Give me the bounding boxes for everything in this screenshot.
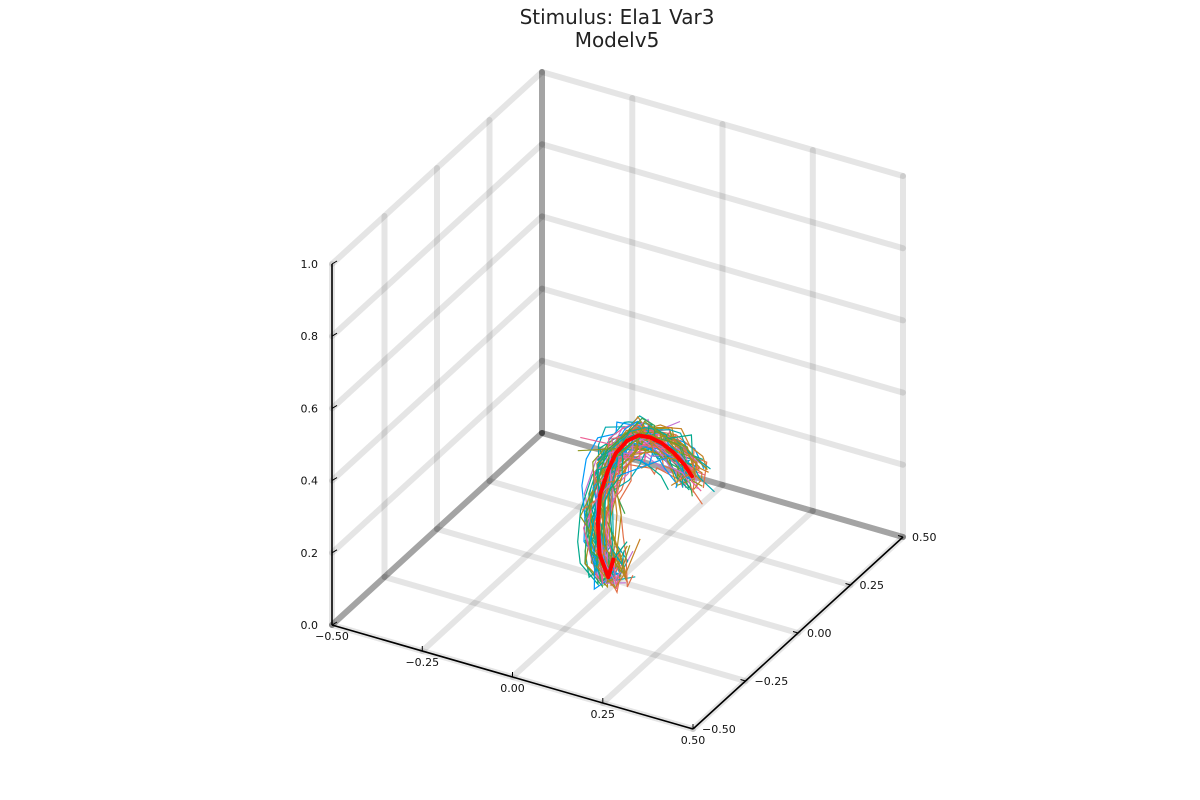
- grid-line-z-left: [329, 285, 545, 484]
- grid-line-z-back: [539, 285, 906, 396]
- z-tick-label: 0.2: [301, 547, 319, 560]
- grid-line-y-floor: [539, 430, 906, 540]
- grid-line-x-floor: [599, 508, 816, 706]
- y-tick-label: 0.50: [912, 531, 937, 544]
- grid-line-z-back: [539, 141, 906, 252]
- chart-title: Stimulus: Ela1 Var3: [520, 5, 715, 29]
- z-tick-label: 1.0: [301, 258, 319, 271]
- chart-subtitle: Modelv5: [575, 28, 660, 52]
- back-edge-left-floor: [329, 430, 545, 628]
- mean-trajectory: [595, 433, 694, 580]
- grid-line-z-back: [539, 213, 906, 324]
- trajectory-spike: [582, 496, 601, 511]
- grid-line-z-left: [329, 430, 545, 628]
- x-tick-label: 0.25: [591, 708, 616, 721]
- z-tick-label: 0.6: [301, 402, 319, 415]
- tick-label-layer: −0.50−0.250.000.250.50−0.50−0.250.000.25…: [301, 258, 937, 747]
- z-tick-label: 0.8: [301, 330, 319, 343]
- grid-line-y-floor: [486, 478, 854, 588]
- grid-line-z-left: [329, 357, 545, 556]
- grid-line-z-left: [329, 141, 545, 340]
- y-tick-label: 0.00: [807, 627, 832, 640]
- trajectory-spike: [670, 466, 701, 487]
- grid-line-z-left: [329, 69, 545, 267]
- trajectory-spike: [643, 452, 647, 463]
- y-tick-label: 0.25: [860, 579, 885, 592]
- z-tick-mark: [331, 260, 338, 265]
- grid-line-z-left: [329, 213, 545, 412]
- mean-trajectory-layer: [595, 433, 694, 580]
- trajectory-spike: [616, 457, 668, 477]
- z-tick-mark: [331, 332, 338, 337]
- y-tick-label: −0.50: [702, 723, 736, 736]
- z-tick-mark: [331, 404, 338, 409]
- y-tick-mark: [845, 583, 851, 586]
- grid-line-z-back: [539, 357, 906, 468]
- y-tick-mark: [897, 535, 904, 538]
- grid-line-x-floor: [329, 430, 545, 628]
- z-tick-mark: [331, 477, 338, 482]
- z-tick-mark: [331, 621, 338, 626]
- x-tick-label: −0.50: [315, 630, 349, 643]
- grid-line-z-back: [539, 430, 906, 540]
- grid-line-z-back: [539, 69, 906, 179]
- x-tick-label: −0.25: [405, 656, 439, 669]
- y-tick-mark: [740, 679, 746, 682]
- x-tick-label: 0.00: [500, 682, 525, 695]
- sample-trajectory: [605, 445, 702, 589]
- axis-layer: [331, 260, 904, 730]
- z-tick-mark: [331, 549, 338, 554]
- x-tick-label: 0.50: [681, 734, 706, 747]
- chart-title-group: Stimulus: Ela1 Var3 Modelv5: [520, 5, 715, 52]
- z-tick-label: 0.4: [301, 475, 319, 488]
- z-tick-label: 0.0: [301, 619, 319, 632]
- y-tick-label: −0.25: [755, 675, 789, 688]
- sample-trajectory: [599, 420, 708, 574]
- sample-trajectory: [614, 431, 701, 568]
- y-tick-mark: [792, 631, 799, 634]
- back-edge-right-floor: [539, 430, 906, 540]
- grid-line-y-floor: [381, 574, 749, 684]
- y-tick-mark: [687, 727, 694, 730]
- sample-trajectory: [585, 417, 690, 570]
